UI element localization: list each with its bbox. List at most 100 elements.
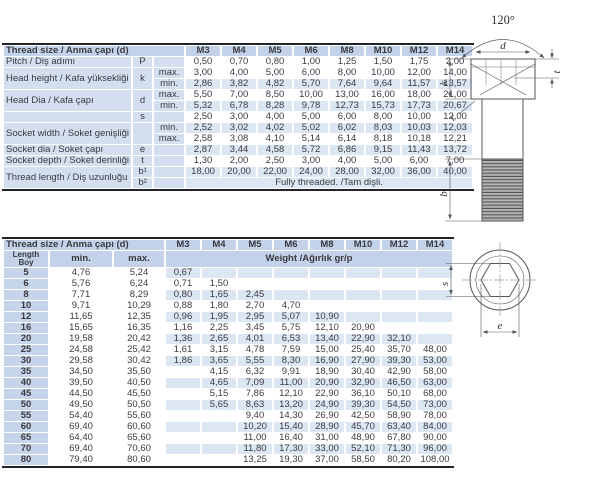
spec-value: 4,10 [258, 134, 293, 144]
length-value: 50 [4, 400, 48, 410]
length-value: 8 [4, 290, 48, 300]
spec-value: 6,02 [330, 123, 365, 133]
weight-value: 58,50 [346, 455, 380, 465]
spec-symbol: b¹ [133, 167, 153, 177]
spec-value: 5,32 [186, 101, 221, 111]
weight-value [166, 389, 200, 399]
spec-value: 12,73 [330, 101, 365, 111]
spec-value: 12,00 [402, 68, 437, 78]
weight-value: 67,80 [382, 433, 416, 443]
spec-value: 3,00 [186, 68, 221, 78]
spec-value: 4,82 [258, 79, 293, 89]
weight-value: 42,50 [346, 411, 380, 421]
spec-value: 2,50 [186, 112, 221, 122]
weight-value [418, 290, 452, 300]
weight-value: 15,40 [274, 422, 308, 432]
weight-value: 12,10 [274, 389, 308, 399]
weight-value: 0,80 [166, 290, 200, 300]
weight-value [166, 433, 200, 443]
weight-value: 12,10 [310, 323, 344, 333]
spec-value: 11,43 [402, 145, 437, 155]
weight-row: 70 69,40 70,60 11,80 17,30 33,00 52,10 71,30 96,… [4, 444, 452, 454]
min-value: 24,58 [50, 345, 112, 355]
weight-value [418, 268, 452, 278]
spec-value: 9,78 [294, 101, 329, 111]
size-column-header: M8 [330, 46, 365, 56]
length-value: 80 [4, 455, 48, 465]
weight-value: 9,91 [274, 367, 308, 377]
weight-value: 10,90 [310, 312, 344, 322]
weight-value: 7,59 [274, 345, 308, 355]
spec-table: Thread size / Anma çapı (d) M3 M4 M5 M6 M8 M10… [2, 43, 475, 191]
weight-value [274, 279, 308, 289]
weight-value [418, 323, 452, 333]
spec-value: 10,00 [294, 90, 329, 100]
weight-value: 48,90 [346, 433, 380, 443]
spec-value: 3,00 [222, 112, 257, 122]
weight-value: 30,40 [346, 367, 380, 377]
weight-value [310, 301, 344, 311]
weight-subheader-row: Length Boy min. max. Weight /Ağırlık gr/p [4, 251, 452, 267]
spec-row-label: Thread length / Diş uzunluğu [4, 167, 132, 188]
weight-row: 6 5,76 6,24 0,71 1,50 [4, 279, 452, 289]
min-value: 34,50 [50, 367, 112, 377]
size-column-header: M14 [438, 46, 473, 56]
max-value: 35,50 [114, 367, 164, 377]
weight-value: 5,07 [274, 312, 308, 322]
size-column-header: M14 [418, 240, 452, 250]
spec-value: 20,67 [438, 101, 473, 111]
spec-value: 5,72 [294, 145, 329, 155]
weight-value: 3,15 [202, 345, 236, 355]
weight-row: 60 69,40 60,60 10,20 15,40 28,90 45,70 63,40 84,… [4, 422, 452, 432]
weight-value [346, 312, 380, 322]
weight-value [202, 433, 236, 443]
weight-value: 8,30 [274, 356, 308, 366]
weight-row: 40 39,50 40,50 4,65 7,09 11,00 20,90 32,90 46,50… [4, 378, 452, 388]
spec-value: 32,00 [366, 167, 401, 177]
weight-value: 2,65 [202, 334, 236, 344]
spec-value: 12,21 [438, 134, 473, 144]
weight-table: Thread size / Anma çapı (d) M3 M4 M5 M6 M8 M10… [2, 237, 454, 468]
spec-value: 21,00 [438, 90, 473, 100]
weight-value: 52,10 [346, 444, 380, 454]
weight-value: 14,30 [274, 411, 308, 421]
size-column-header: M6 [294, 46, 329, 56]
spec-value: 22,00 [258, 167, 293, 177]
length-value: 40 [4, 378, 48, 388]
length-value: 45 [4, 389, 48, 399]
spec-value: 13,72 [438, 145, 473, 155]
weight-value: 8,63 [238, 400, 272, 410]
length-value: 5 [4, 268, 48, 278]
weight-value: 15,00 [310, 345, 344, 355]
max-value: 25,42 [114, 345, 164, 355]
spec-value: 18,00 [402, 90, 437, 100]
min-value: 64,40 [50, 433, 112, 443]
spec-value: 18,00 [186, 167, 221, 177]
max-value: 10,29 [114, 301, 164, 311]
length-value: 65 [4, 433, 48, 443]
weight-value: 46,50 [382, 378, 416, 388]
spec-value: 6,00 [402, 156, 437, 166]
weight-value: 1,65 [202, 290, 236, 300]
weight-value [238, 268, 272, 278]
spec-row: Socket depth / Soket derinliği t 1,30 2,00 2… [4, 156, 473, 166]
weight-value: 4,70 [274, 301, 308, 311]
spec-value: 8,03 [366, 123, 401, 133]
weight-value [346, 301, 380, 311]
weight-value [418, 301, 452, 311]
weight-value: 13,25 [238, 455, 272, 465]
spec-value: 2,50 [258, 156, 293, 166]
weight-row: 35 34,50 35,50 4,15 6,32 9,91 18,90 30,40 42,90 5… [4, 367, 452, 377]
spec-value: 3,82 [222, 79, 257, 89]
spec-value: 5,00 [294, 112, 329, 122]
spec-value: 1,30 [186, 156, 221, 166]
weight-value: 4,15 [202, 367, 236, 377]
spec-minmax [154, 112, 185, 122]
max-value: 5,24 [114, 268, 164, 278]
min-value: 69,40 [50, 444, 112, 454]
min-value: 4,76 [50, 268, 112, 278]
size-column-header: M10 [346, 240, 380, 250]
max-value: 80,60 [114, 455, 164, 465]
spec-value: 5,00 [366, 156, 401, 166]
weight-value: 9,40 [238, 411, 272, 421]
